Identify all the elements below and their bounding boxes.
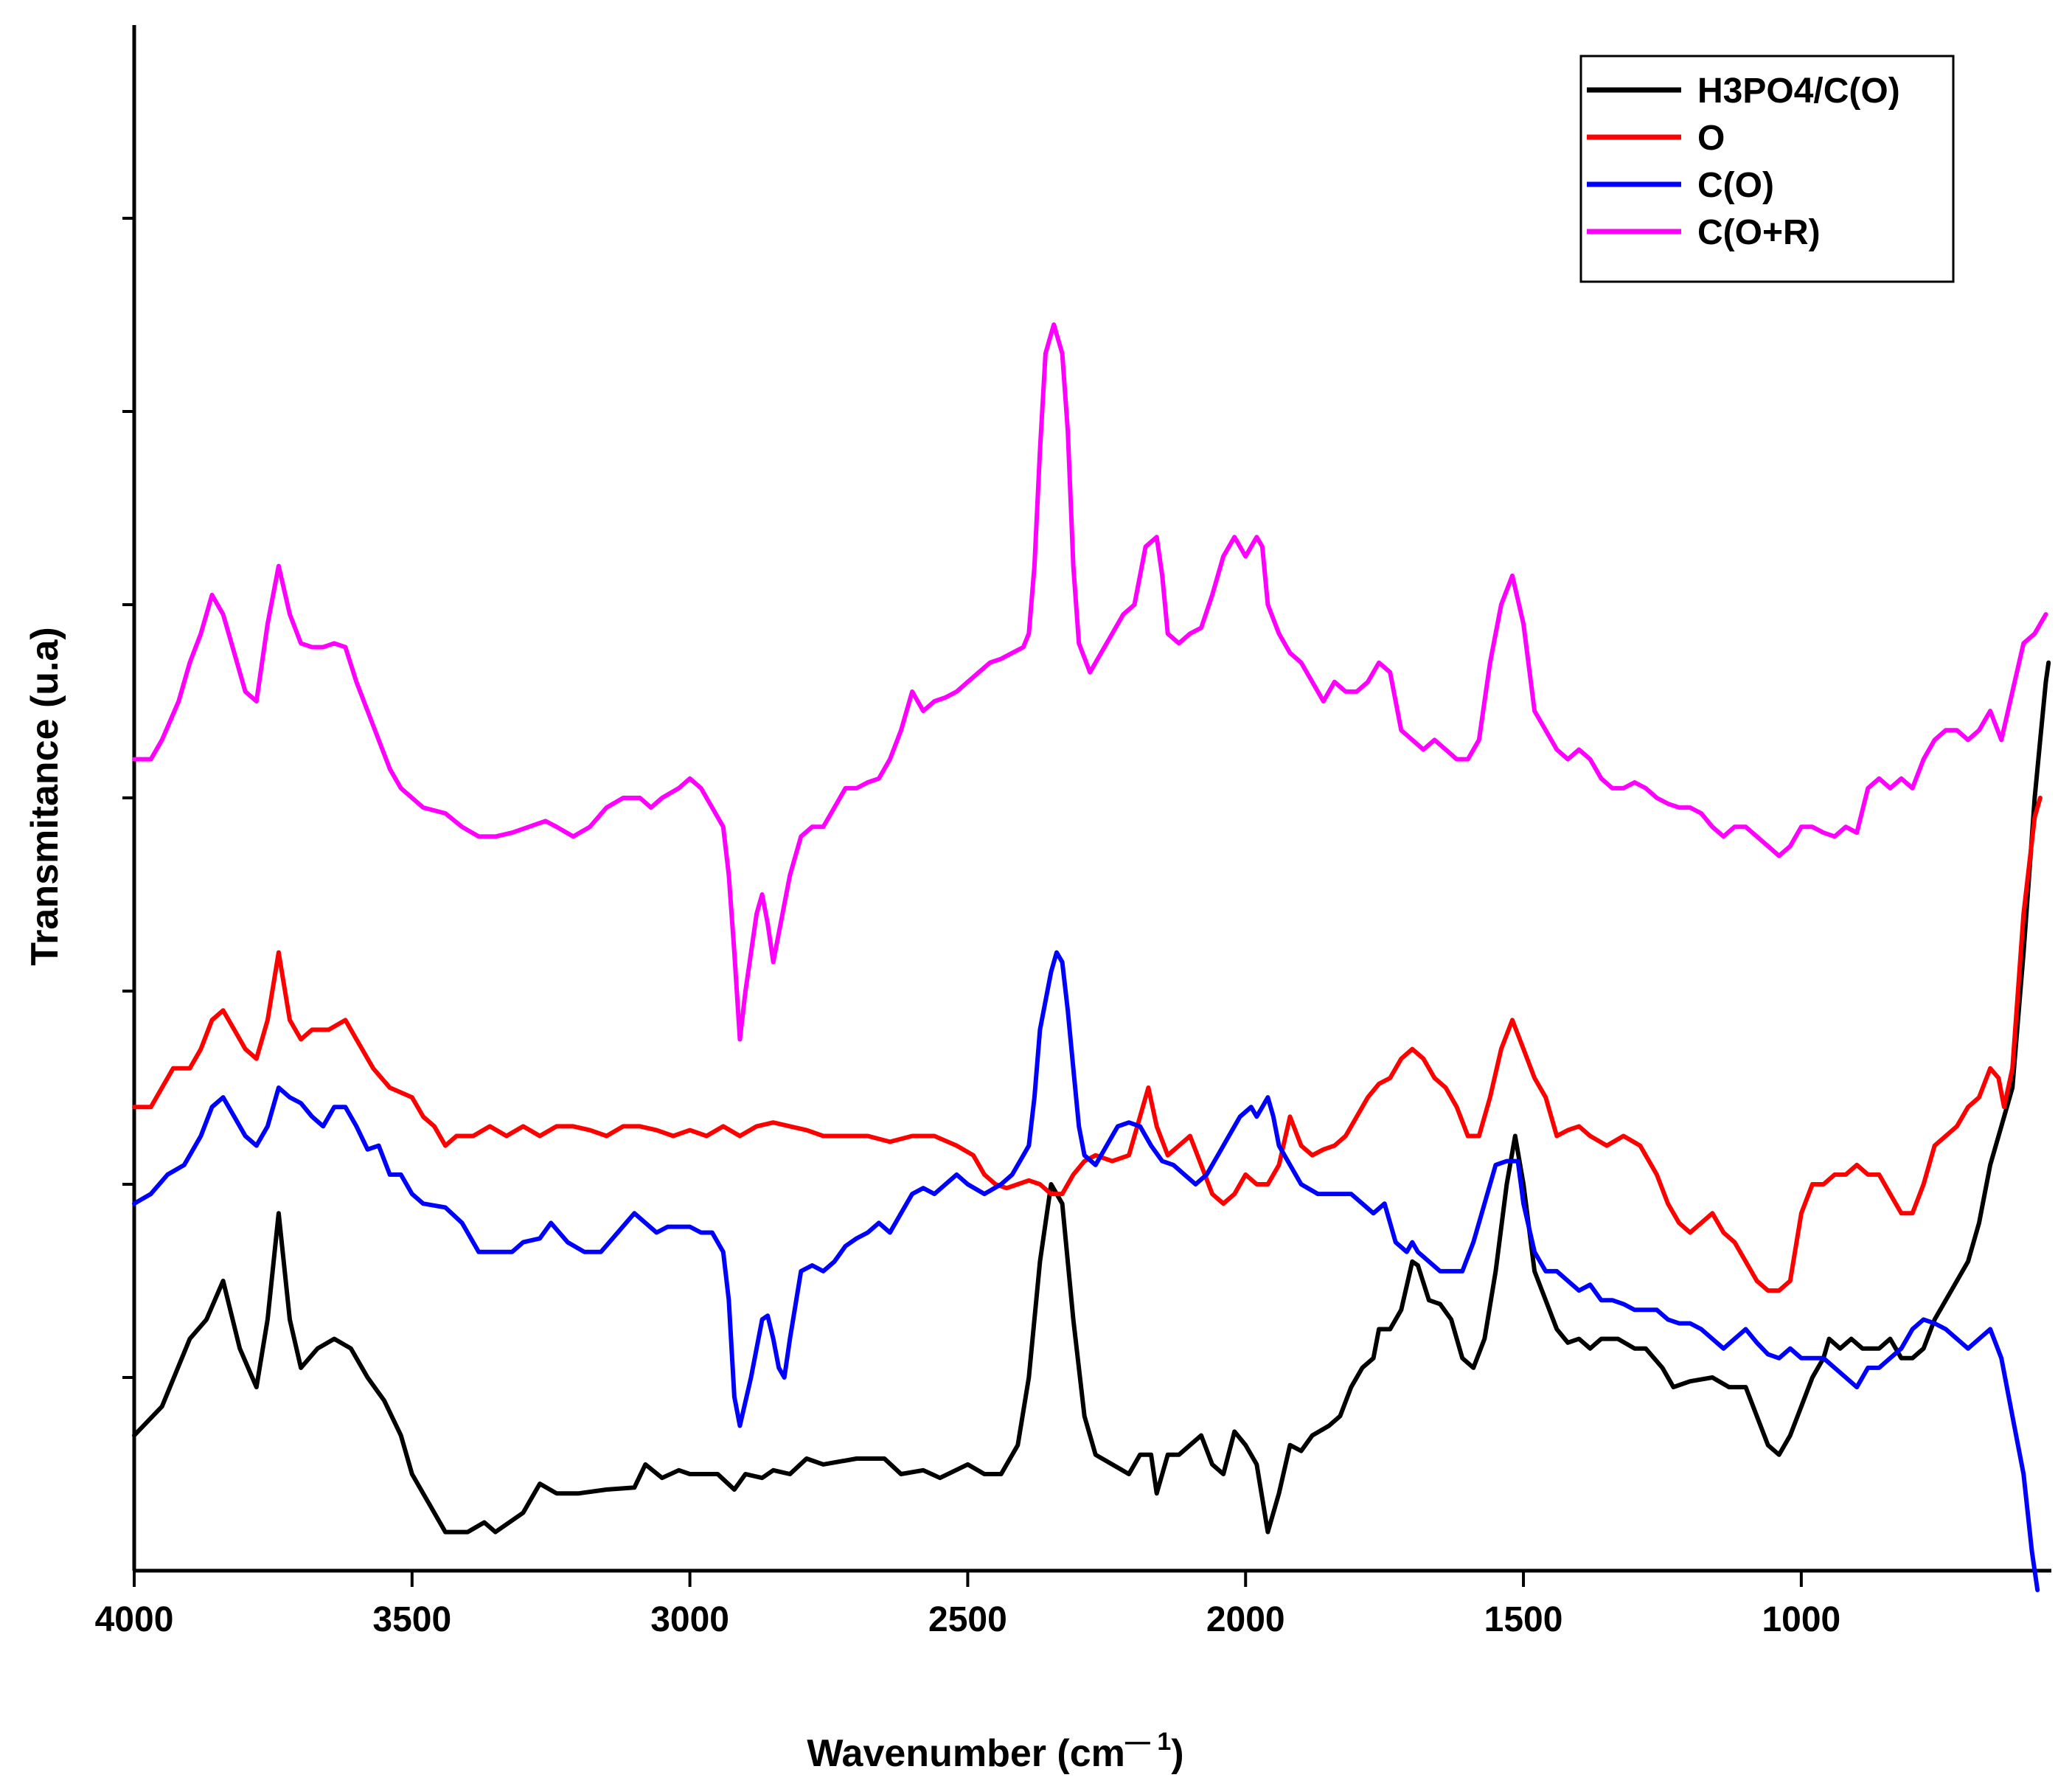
x-axis-title-superscript: — 1	[1125, 1728, 1171, 1756]
series-line-3	[132, 950, 2040, 1593]
x-tick-label-3500: 3500	[372, 1600, 451, 1639]
series-lines	[132, 322, 2051, 1593]
x-tick-labels: 4000 3500 3000 2500 2000 1500 1000	[95, 1600, 1841, 1639]
x-tick-label-1500: 1500	[1484, 1600, 1563, 1639]
series-line-2	[132, 796, 2043, 1293]
series-line-1	[132, 660, 2051, 1535]
x-axis-title-close: )	[1171, 1732, 1183, 1775]
series-line-4	[132, 322, 2048, 1042]
x-tick-label-3000: 3000	[650, 1600, 729, 1639]
x-ticks	[133, 1571, 1803, 1587]
y-axis-title: Transmitance (u.a)	[24, 627, 66, 965]
x-tick-label-4000: 4000	[95, 1600, 174, 1639]
legend: H3PO4/C(O) O C(O) C(O+R)	[1579, 55, 1955, 283]
legend-label-3: C(O)	[1697, 166, 1774, 205]
x-tick-label-1000: 1000	[1762, 1600, 1840, 1639]
legend-box	[1579, 55, 1955, 283]
y-minor-ticks	[122, 217, 134, 1379]
x-axis-title: Wavenumber (cm— 1)	[807, 1728, 1183, 1775]
x-axis-title-main: Wavenumber (cm	[807, 1732, 1125, 1775]
x-tick-label-2500: 2500	[928, 1600, 1007, 1639]
legend-label-1: H3PO4/C(O)	[1697, 72, 1900, 111]
legend-label-2: O	[1697, 119, 1725, 158]
legend-label-4: C(O+R)	[1697, 213, 1821, 252]
x-tick-label-2000: 2000	[1206, 1600, 1285, 1639]
